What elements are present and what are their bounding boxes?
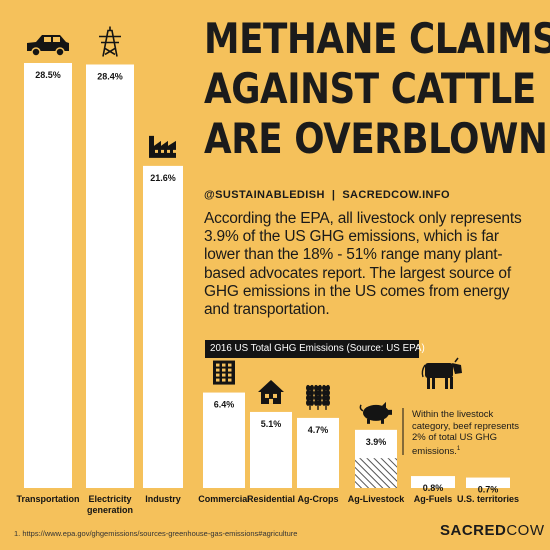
bar-u-s-territories [466, 477, 510, 488]
headline-line: ARE OVERBLOWN [204, 114, 548, 163]
category-label: Industry [145, 494, 181, 504]
value-label: 4.7% [308, 425, 329, 435]
social-separator: | [331, 189, 336, 201]
bar-transportation [24, 63, 72, 488]
bar-ag-crops [297, 417, 339, 488]
value-label: 28.5% [35, 70, 61, 80]
brand-logo: SACREDCOW [440, 522, 545, 539]
category-label: Ag-Livestock [348, 494, 406, 504]
source-footnote: 1. https://www.epa.gov/ghgemissions/sour… [14, 529, 298, 538]
category-label: Ag-Crops [298, 494, 339, 504]
category-label: Commercial [198, 494, 250, 504]
power-tower-icon [99, 26, 121, 57]
beef-note-text: Within the livestock category, beef repr… [412, 409, 520, 457]
headline: METHANE CLAIMS AGAINST CATTLE ARE OVERBL… [204, 14, 550, 164]
headline-line: METHANE CLAIMS [204, 14, 550, 63]
category-label: Electricity [88, 494, 131, 504]
office-building-icon [213, 360, 235, 385]
beef-note: Within the livestock category, beef repr… [412, 409, 532, 457]
car-icon [27, 35, 69, 57]
value-label: 28.4% [97, 71, 123, 81]
chart-title: 2016 US Total GHG Emissions (Source: US … [205, 340, 425, 358]
value-label: 0.7% [478, 485, 499, 495]
bar-industry [143, 165, 183, 489]
body-paragraph: According the EPA, all livestock only re… [204, 210, 522, 319]
bar-commercial [203, 392, 245, 488]
category-label: Residential [247, 494, 295, 504]
cow-icon [421, 357, 462, 389]
footnote-ref: 1 [456, 445, 461, 452]
headline-line: AGAINST CATTLE [204, 64, 536, 113]
factory-icon [149, 135, 176, 158]
brand-light: COW [506, 522, 545, 539]
value-label: 5.1% [261, 419, 282, 429]
value-label: 6.4% [214, 400, 235, 410]
category-label: generation [87, 505, 133, 515]
value-label: 3.9% [366, 437, 387, 447]
bar-subset-beef [355, 458, 397, 488]
house-icon [258, 379, 284, 404]
bar-electricity-generation [86, 64, 134, 489]
value-label: 0.8% [423, 483, 444, 493]
category-label: Transportation [16, 494, 79, 504]
pig-icon [359, 401, 392, 424]
bar-residential [250, 411, 292, 488]
brand-bold: SACRED [440, 522, 507, 539]
wheat-icon [306, 384, 330, 410]
bar-ag-fuels [411, 476, 455, 488]
category-label: Ag-Fuels [414, 494, 453, 504]
social-line: @SUSTAINABLEDISH | SACREDCOW.INFO [204, 189, 450, 201]
category-label: U.S. territories [457, 494, 519, 504]
social-handle: @SUSTAINABLEDISH [204, 189, 325, 201]
website-label: SACREDCOW.INFO [342, 189, 450, 201]
value-label: 21.6% [150, 173, 176, 183]
